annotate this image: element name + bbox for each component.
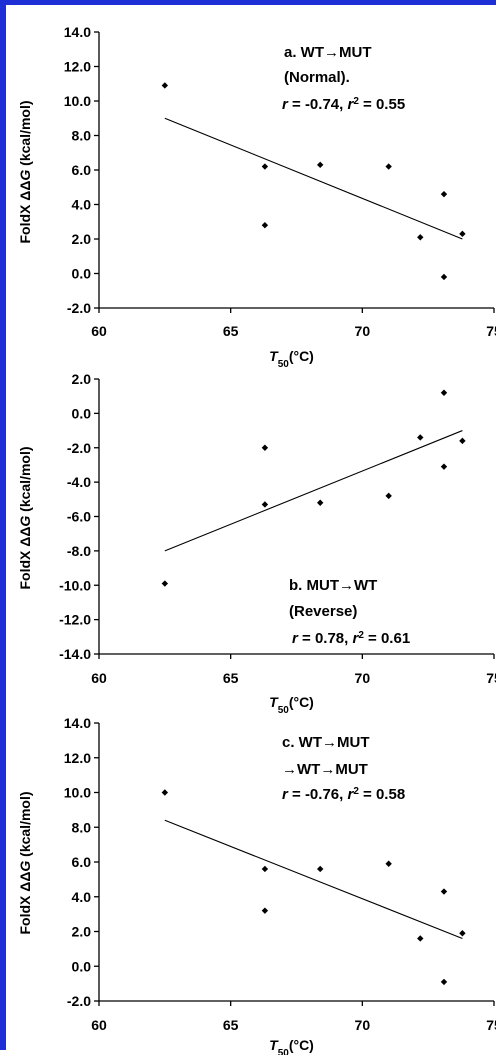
data-point <box>161 789 169 796</box>
y-tick-label: -12.0 <box>59 612 91 628</box>
y-tick-label: -4.0 <box>67 474 91 490</box>
panel-a: -2.0 0.0 2.0 4.0 6.0 8.0 10.0 12.0 14.0 60 65 70 75 T… <box>17 24 496 370</box>
y-tick-label: 6.0 <box>72 162 92 178</box>
data-point <box>440 190 448 198</box>
annotation-line: b. MUT→WT <box>289 577 377 594</box>
data-point <box>261 163 269 170</box>
panel-b: -14.0 -12.0 -10.0 -8.0 -6.0 -4.0 -2.0 0.0 2.0 60 6… <box>17 371 496 716</box>
panel-c: -2.0 0.0 2.0 4.0 6.0 8.0 10.0 12.0 14.0 60 65 70 75 T… <box>17 715 496 1055</box>
data-point <box>440 888 448 895</box>
data-point <box>161 580 169 587</box>
data-point <box>261 501 269 508</box>
y-tick-label: -10.0 <box>59 577 91 593</box>
y-axis-label: FoldX ΔΔG (kcal/mol) <box>17 791 33 934</box>
y-tick-label: 4.0 <box>72 197 92 213</box>
x-tick-label: 60 <box>91 323 107 339</box>
x-tick-label: 60 <box>91 1017 107 1033</box>
y-tick-label: 8.0 <box>72 819 92 835</box>
y-tick-label: 12.0 <box>64 750 91 766</box>
x-tick-label: 75 <box>486 1017 496 1033</box>
y-tick-label: 2.0 <box>72 371 92 387</box>
annotation-line: r = -0.76, r2 = 0.58 <box>282 786 405 804</box>
y-tick-label: -14.0 <box>59 646 91 662</box>
data-point <box>261 865 269 873</box>
x-tick-label: 60 <box>91 670 107 686</box>
x-tick-label: 75 <box>486 323 496 339</box>
data-point <box>385 163 392 170</box>
data-point <box>317 865 324 873</box>
data-point <box>440 389 448 396</box>
data-point <box>440 463 448 470</box>
data-point <box>161 82 169 89</box>
annotation-line: r = 0.78, r2 = 0.61 <box>292 630 410 648</box>
data-point <box>459 437 466 445</box>
annotation-line: (Reverse) <box>289 603 357 620</box>
y-axis-label: FoldX ΔΔG (kcal/mol) <box>17 446 33 589</box>
y-tick-label: 4.0 <box>72 889 92 905</box>
y-tick-label: 0.0 <box>72 405 92 421</box>
data-point <box>317 499 324 506</box>
chart-svg: -2.0 0.0 2.0 4.0 6.0 8.0 10.0 12.0 14.0 60 65 70 75 T… <box>17 24 496 1055</box>
data-point <box>261 907 269 914</box>
annotation-line: (Normal). <box>284 69 350 86</box>
data-point <box>417 234 424 241</box>
y-tick-label: -2.0 <box>67 440 91 456</box>
y-tick-label: 14.0 <box>64 24 91 40</box>
y-tick-label: 2.0 <box>72 231 92 247</box>
x-tick-label: 70 <box>355 1017 371 1033</box>
trendline <box>164 819 463 939</box>
data-point <box>459 930 466 937</box>
x-axis-label: T50(°C) <box>269 1037 314 1055</box>
y-axis-label: FoldX ΔΔG (kcal/mol) <box>17 100 33 243</box>
annotation-line: →WT→MUT <box>282 761 368 778</box>
y-tick-label: -2.0 <box>67 300 91 316</box>
x-axis-label: T50(°C) <box>269 694 314 716</box>
annotation-line: c. WT→MUT <box>282 734 370 751</box>
trendline <box>164 430 463 552</box>
data-point <box>261 222 269 229</box>
y-tick-label: 12.0 <box>64 59 91 75</box>
annotation-line: r = -0.74, r2 = 0.55 <box>282 96 405 114</box>
x-tick-label: 65 <box>223 323 239 339</box>
y-tick-label: 0.0 <box>72 266 92 282</box>
y-tick-label: 2.0 <box>72 924 92 940</box>
y-tick-label: 0.0 <box>72 958 92 974</box>
x-tick-label: 65 <box>223 670 239 686</box>
y-tick-label: 14.0 <box>64 715 91 731</box>
x-tick-label: 70 <box>355 670 371 686</box>
y-tick-label: 8.0 <box>72 128 92 144</box>
x-tick-label: 75 <box>486 670 496 686</box>
y-tick-label: -6.0 <box>67 509 91 525</box>
y-tick-label: -8.0 <box>67 543 91 559</box>
y-tick-label: 10.0 <box>64 785 91 801</box>
data-point <box>317 161 324 169</box>
data-point <box>417 434 424 441</box>
annotation-line: a. WT→MUT <box>284 44 372 61</box>
data-point <box>440 978 448 986</box>
x-tick-label: 65 <box>223 1017 239 1033</box>
data-point <box>417 935 424 942</box>
y-tick-label: 6.0 <box>72 854 92 870</box>
trendline <box>164 117 463 240</box>
x-axis-label: T50(°C) <box>269 348 314 370</box>
data-point <box>459 230 466 238</box>
data-point <box>385 492 392 500</box>
y-tick-label: -2.0 <box>67 993 91 1009</box>
data-point <box>385 860 392 867</box>
data-point <box>440 273 448 281</box>
x-tick-label: 70 <box>355 323 371 339</box>
data-point <box>261 444 269 451</box>
y-tick-label: 10.0 <box>64 93 91 109</box>
